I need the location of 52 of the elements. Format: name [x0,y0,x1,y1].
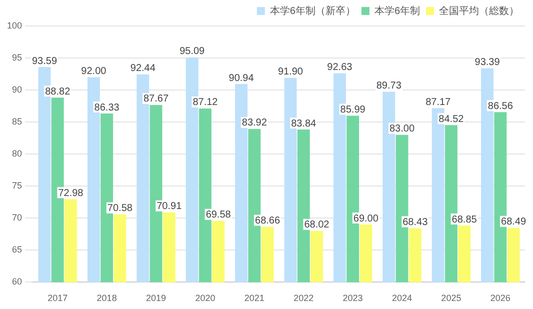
y-tick-label: 85 [12,116,22,127]
y-tick-label: 95 [12,52,22,63]
x-tick-label: 2021 [244,293,264,304]
data-label: 68.43 [402,216,428,228]
y-tick-label: 65 [12,244,22,255]
y-tick-label: 80 [12,148,22,159]
data-label: 92.00 [81,66,107,77]
data-label: 92.44 [130,63,156,74]
y-tick-label: 90 [12,84,22,95]
data-label: 86.33 [94,102,120,114]
y-tick-label: 60 [12,276,22,287]
x-tick-label: 2019 [146,293,166,304]
data-label: 87.67 [143,94,169,105]
data-label: 88.82 [45,86,71,98]
y-tick-label: 70 [12,212,22,223]
legend-label: 全国平均（総数） [439,4,519,17]
x-tick-label: 2025 [441,293,462,304]
data-label: 90.94 [228,72,254,84]
data-label: 95.09 [180,46,206,58]
data-label: 93.59 [32,56,58,67]
y-tick-label: 75 [12,180,22,191]
data-label: 83.92 [242,118,268,129]
data-label: 86.56 [488,100,514,112]
data-label: 92.63 [327,62,353,73]
legend-label: 本学6年制 [374,4,420,17]
data-label: 87.12 [192,97,218,108]
x-tick-label: 2018 [96,293,117,304]
x-tick-label: 2024 [392,293,412,304]
data-label: 91.90 [278,66,304,78]
data-label: 70.58 [107,203,133,214]
data-label: 70.91 [156,201,182,212]
data-label: 93.39 [474,57,500,68]
data-label: 87.17 [426,96,452,108]
x-tick-label: 2020 [195,293,216,304]
x-tick-label: 2023 [342,293,363,304]
x-tick-label: 2026 [490,293,510,304]
x-tick-label: 2022 [294,293,314,304]
data-label: 72.98 [58,188,84,199]
data-label: 83.84 [291,118,317,130]
y-tick-label: 100 [6,20,22,30]
data-label: 68.02 [304,220,330,231]
data-label: 83.00 [389,124,415,135]
data-label: 69.58 [206,210,232,221]
data-label: 89.73 [376,80,402,92]
data-label: 69.00 [353,213,379,224]
x-tick-label: 2017 [48,293,68,304]
data-label: 84.52 [438,114,464,125]
data-label: 68.85 [452,214,478,226]
data-label: 68.49 [501,216,526,228]
legend-label: 本学6年制（新卒） [270,4,356,17]
data-label: 68.66 [255,215,280,226]
data-label: 85.99 [340,104,366,116]
